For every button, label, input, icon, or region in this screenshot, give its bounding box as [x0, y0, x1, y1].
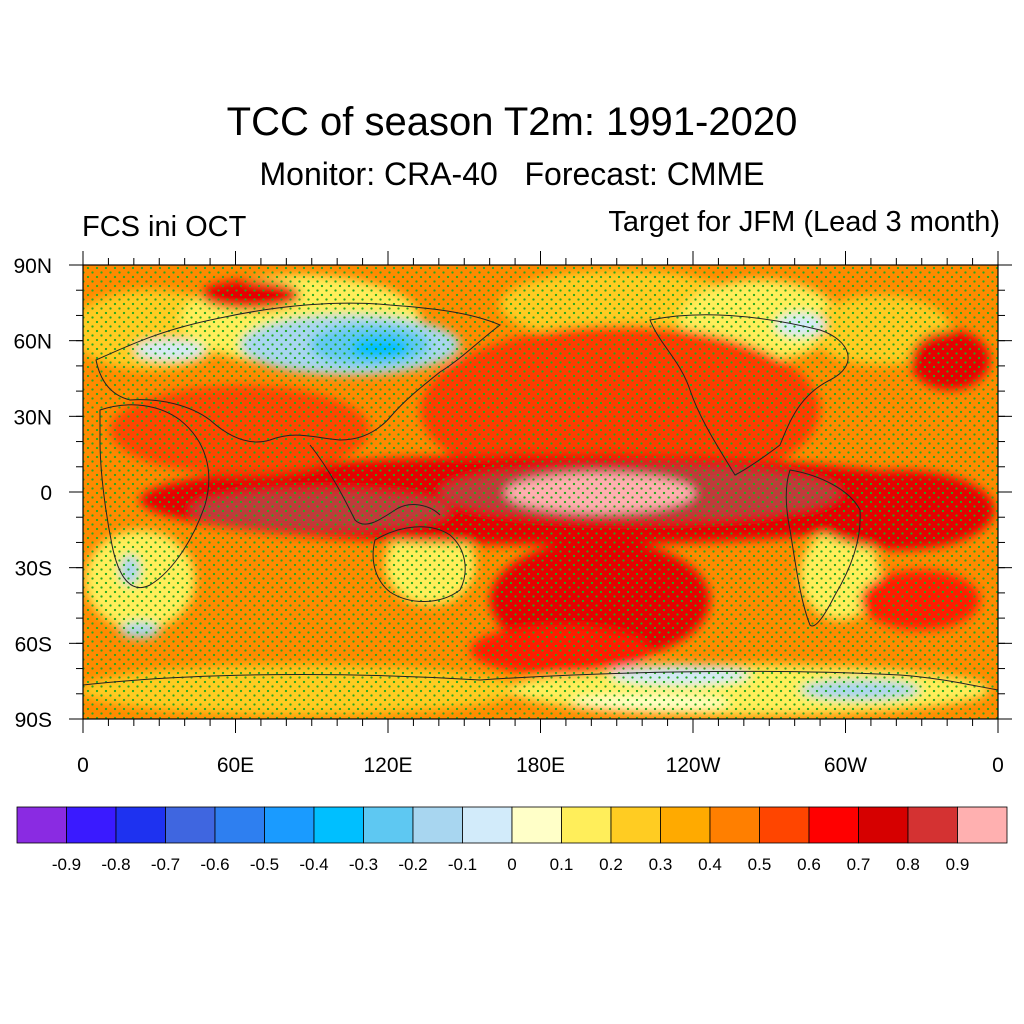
lat-label: 90N — [13, 255, 52, 278]
colorbar-label: 0.9 — [946, 855, 970, 874]
coast-north-america — [649, 314, 849, 476]
lat-axis: 90N 60N 30N 0 30S 60S 90S — [13, 255, 1012, 732]
lat-label: 0 — [40, 482, 52, 505]
lat-label: 30S — [15, 558, 52, 581]
colorbar: -0.9 -0.8 -0.7 -0.6 -0.5 -0.4 -0.3 -0.2 -0.1 0 0.1… — [16, 806, 1008, 874]
colorbar-swatch — [858, 806, 909, 844]
coast-africa — [99, 404, 210, 588]
colorbar-label: 0.2 — [599, 855, 623, 874]
colorbar-swatch — [907, 806, 958, 844]
lon-label: 0 — [992, 754, 1004, 777]
colorbar-label: 0.7 — [847, 855, 871, 874]
colorbar-label: -0.6 — [200, 855, 229, 874]
coast-antarctica — [83, 670, 998, 691]
colorbar-swatch — [115, 806, 166, 844]
colorbar-swatch — [313, 806, 364, 844]
coastlines — [83, 302, 998, 691]
significance-stippling — [83, 265, 998, 719]
coast-se-asia — [309, 444, 441, 525]
colorbar-swatch — [709, 806, 760, 844]
colorbar-label: 0.1 — [550, 855, 574, 874]
colorbar-swatch — [462, 806, 513, 844]
lat-label: 60N — [13, 331, 52, 354]
colorbar-swatch — [957, 806, 1008, 844]
colorbar-label: -0.1 — [448, 855, 477, 874]
colorbar-label: 0.8 — [896, 855, 920, 874]
target-label: Target for JFM (Lead 3 month) — [608, 206, 1000, 238]
colorbar-label: -0.7 — [151, 855, 180, 874]
colorbar-label: 0.5 — [748, 855, 772, 874]
colorbar-swatch — [412, 806, 463, 844]
lon-label: 120W — [666, 754, 721, 777]
colorbar-label: -0.2 — [398, 855, 427, 874]
colorbar-label: -0.4 — [299, 855, 328, 874]
lat-label: 90S — [15, 709, 52, 732]
colorbar-label: 0.4 — [698, 855, 722, 874]
colorbar-swatch — [660, 806, 711, 844]
colorbar-swatch — [66, 806, 117, 844]
colorbar-label: -0.9 — [52, 855, 81, 874]
coast-south-america — [785, 469, 861, 627]
map-title: TCC of season T2m: 1991-2020 — [226, 100, 798, 144]
colorbar-swatch — [214, 806, 265, 844]
coast-australia — [372, 526, 466, 602]
lon-label: 60W — [824, 754, 867, 777]
colorbar-label: 0 — [507, 855, 516, 874]
lat-label: 60S — [15, 633, 52, 656]
colorbar-label: 0.3 — [649, 855, 673, 874]
lon-label: 120E — [363, 754, 412, 777]
colorbar-label: -0.8 — [101, 855, 130, 874]
map-subtitle: Monitor: CRA-40 Forecast: CMME — [259, 156, 765, 192]
colorbar-swatch — [165, 806, 216, 844]
colorbar-swatch — [808, 806, 859, 844]
coast-eurasia — [95, 302, 501, 443]
colorbar-swatch — [264, 806, 315, 844]
init-label: FCS ini OCT — [82, 211, 247, 243]
colorbar-label: -0.3 — [349, 855, 378, 874]
lon-label: 60E — [217, 754, 254, 777]
colorbar-swatch — [511, 806, 562, 844]
colorbar-swatch — [363, 806, 414, 844]
lon-label: 180E — [516, 754, 565, 777]
colorbar-swatch — [759, 806, 810, 844]
colorbar-swatch — [16, 806, 67, 844]
correlation-field — [83, 265, 998, 719]
colorbar-swatch — [561, 806, 612, 844]
lon-axis: 0 60E 120E 180E 120W 60W 0 — [77, 251, 1004, 777]
colorbar-label: 0.6 — [797, 855, 821, 874]
lat-label: 30N — [13, 406, 52, 429]
lon-label: 0 — [77, 754, 89, 777]
colorbar-label: -0.5 — [250, 855, 279, 874]
colorbar-swatch — [610, 806, 661, 844]
